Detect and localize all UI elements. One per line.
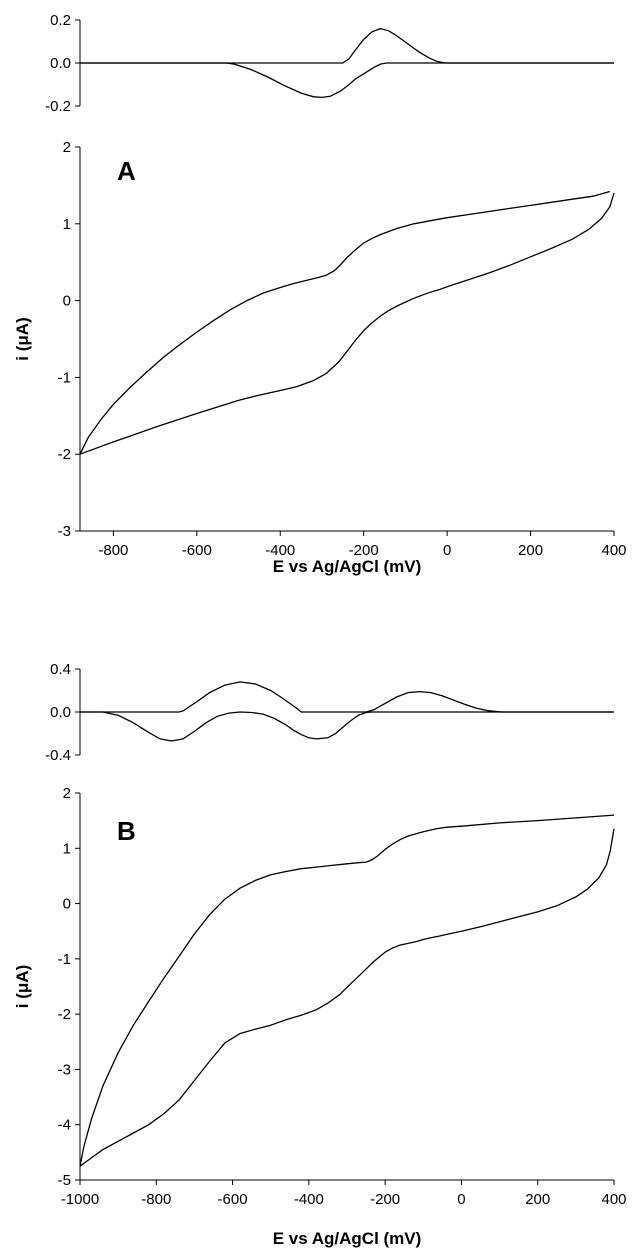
y-tick-label-main_subplot-A: -1	[58, 369, 71, 386]
y-tick-label-main_subplot-B: -5	[58, 1172, 71, 1189]
y-tick-label-top_subplot-A: -0.2	[45, 98, 71, 115]
y-tick-label-main_subplot-B: -4	[58, 1117, 71, 1134]
main_subplot-trace-A-1	[79, 192, 615, 455]
y-tick-label-main_subplot-B: -2	[58, 1006, 71, 1023]
x-tick-label-B: -400	[294, 1191, 324, 1208]
panel-label-B: B	[117, 816, 136, 846]
x-tick-label-A: -200	[349, 542, 379, 559]
y-tick-label-top_subplot-B: 0.4	[50, 661, 71, 678]
y-tick-label-top_subplot-B: -0.4	[45, 747, 71, 764]
x-tick-label-A: 400	[601, 542, 626, 559]
y-tick-label-top_subplot-A: 0.2	[50, 12, 71, 29]
top_subplot-trace-B-1	[80, 681, 614, 713]
y-axis-title-B: i (μA)	[13, 965, 32, 1008]
y-tick-label-top_subplot-B: 0.0	[50, 704, 71, 721]
panel-label-A: A	[117, 156, 136, 186]
x-tick-label-A: 0	[443, 542, 451, 559]
y-tick-label-main_subplot-A: -2	[58, 446, 71, 463]
x-tick-label-B: 200	[525, 1191, 550, 1208]
x-tick-label-B: 400	[601, 1191, 626, 1208]
x-tick-label-B: 0	[457, 1191, 465, 1208]
x-axis-title-B: E vs Ag/AgCl (mV)	[273, 1229, 422, 1248]
x-tick-label-B: -1000	[61, 1191, 99, 1208]
x-tick-label-A: -600	[182, 542, 212, 559]
y-tick-label-main_subplot-B: 2	[63, 785, 71, 802]
main_subplot-trace-A-0	[79, 190, 610, 455]
y-tick-label-main_subplot-B: 1	[63, 840, 71, 857]
y-axis-title-A: i (μA)	[13, 317, 32, 360]
main_subplot-trace-B-1	[79, 828, 615, 1167]
y-tick-label-main_subplot-A: 2	[63, 139, 71, 156]
x-tick-label-A: -800	[98, 542, 128, 559]
top_subplot-trace-A-1	[80, 27, 614, 64]
y-tick-label-top_subplot-A: 0.0	[50, 55, 71, 72]
x-tick-label-B: -600	[218, 1191, 248, 1208]
x-axis-title-A: E vs Ag/AgCl (mV)	[273, 557, 422, 576]
y-tick-label-main_subplot-B: -3	[58, 1061, 71, 1078]
y-tick-label-main_subplot-B: -1	[58, 951, 71, 968]
y-tick-label-main_subplot-B: 0	[63, 896, 71, 913]
x-tick-label-A: -400	[265, 542, 295, 559]
x-tick-label-B: -200	[370, 1191, 400, 1208]
x-tick-label-B: -800	[141, 1191, 171, 1208]
x-tick-label-A: 200	[518, 542, 543, 559]
main_subplot-trace-B-0	[79, 814, 615, 1167]
top_subplot-trace-A-0	[80, 62, 614, 99]
y-tick-label-main_subplot-A: -3	[58, 523, 71, 540]
y-tick-label-main_subplot-A: 0	[63, 293, 71, 310]
y-tick-label-main_subplot-A: 1	[63, 216, 71, 233]
top_subplot-trace-B-0	[80, 711, 614, 742]
